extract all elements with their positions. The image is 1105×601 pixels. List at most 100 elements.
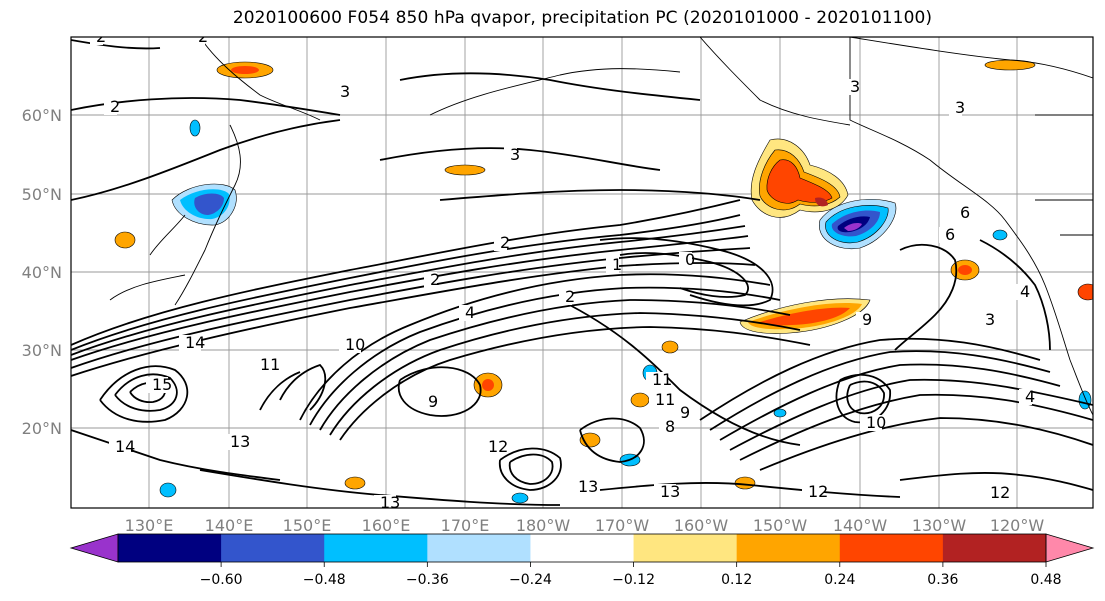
contour-label-bg [424,272,437,288]
lon-label: 130°E [125,516,174,535]
colorbar-tick-label: 0.48 [1030,572,1061,588]
contour-label-bg [90,37,103,45]
contour-label-bg [1014,284,1027,300]
colorbar-segment [942,534,1047,562]
colorbar: −0.60 −0.48 −0.36 −0.24 −0.12 0.12 0.24 0.36 0.4… [69,533,1095,588]
contour-label: 2 [96,27,106,46]
colorbar-segment [221,534,325,562]
colorbar-tick-label: −0.24 [509,572,552,588]
contour-label: 12 [808,482,828,501]
colorbar-tick-label: −0.60 [200,572,243,588]
colorbar-tick-label: −0.48 [303,572,346,588]
contour-label-bg [659,419,672,435]
contour-label: 13 [380,493,400,512]
contour-label-bg [979,312,992,328]
latitude-labels: 60°N 50°N 40°N 30°N 20°N [22,106,62,438]
contour-label-bg [459,305,472,321]
contour-label-bg [860,415,882,431]
contour-label-bg [939,227,952,243]
lon-label: 160°W [674,516,729,535]
contour-label-bg [422,394,435,410]
contour-label: 6 [945,225,955,244]
contour-label: 9 [862,310,872,329]
contour-label: 11 [652,370,672,389]
lon-label: 180°W [516,516,571,535]
lon-label: 160°E [362,516,411,535]
contour-label: 12 [990,483,1010,502]
contour-label: 13 [578,477,598,496]
contour-label-bg [856,312,869,328]
contour-label-bg [654,484,676,500]
contour-label: 4 [1025,387,1035,406]
contour-label-bg [572,479,594,495]
contour-label-bg [224,434,246,450]
contour-label-bg [254,357,276,373]
contour-label: 2 [565,287,575,306]
colorbar-tick-label: −0.12 [612,572,655,588]
contour-label-bg [674,405,687,421]
contour-label: 3 [340,82,350,101]
contour-label-bg [109,439,131,455]
colorbar-segment [736,534,841,562]
lon-label: 120°W [990,516,1045,535]
gridlines [71,37,1093,508]
contour-label: 14 [185,333,205,352]
colorbar-segment [324,534,428,562]
contour-label: 11 [260,355,280,374]
contour-label-bg [646,372,668,388]
lon-label: 170°W [595,516,650,535]
contour-label: 12 [488,437,508,456]
qvapor-contours [71,39,1093,506]
contour-label: 13 [660,482,680,501]
contour-label-bg [104,99,117,115]
contour-label: 11 [655,390,675,409]
contour-label-bg [559,289,572,305]
longitude-labels: 130°E 140°E 150°E 160°E 170°E 180°W 170°W 160°W… [125,516,1045,535]
colorbar-tick-label: −0.36 [406,572,449,588]
contour-label-bg [844,79,857,95]
contour-label-bg [482,439,504,455]
contour-label: 8 [665,417,675,436]
contour-label: 4 [1020,282,1030,301]
colorbar-tick-label: 0.36 [927,572,958,588]
contour-label-bg [192,37,205,45]
chart-title: 2020100600 F054 850 hPa qvapor, precipit… [232,8,933,28]
colorbar-segment [118,534,222,562]
lat-label: 50°N [22,185,62,204]
contour-label-bg [649,392,671,408]
lon-label: 150°E [283,516,332,535]
colorbar-segment [839,534,944,562]
contour-label: 4 [465,303,475,322]
lon-label: 150°W [753,516,808,535]
contour-label: 3 [510,145,520,164]
contour-label: 2 [500,233,510,252]
contour-label-bg [339,337,361,353]
lat-label: 20°N [22,419,62,438]
contour-label-bg [146,377,168,393]
contour-label-bg [606,257,619,273]
lon-label: 130°W [912,516,967,535]
contour-label: 0 [685,250,695,269]
contour-label: 6 [960,203,970,222]
colorbar-segment [530,534,635,562]
colorbar-extend-high [1045,533,1095,563]
lon-label: 140°E [205,516,254,535]
contour-label: 1 [612,255,622,274]
contour-label: 10 [345,335,365,354]
contour-label-bg [954,205,967,221]
colorbar-segment [633,534,738,562]
contour-label-bg [679,252,692,268]
contour-label-bg [179,335,201,351]
colorbar-tick-label: 0.24 [824,572,855,588]
contour-label-bg [504,147,517,163]
contour-label: 3 [985,310,995,329]
colorbar-frame [117,533,1047,563]
contour-label-bg [1019,389,1032,405]
lat-label: 30°N [22,341,62,360]
blob-small-negative [159,119,1092,504]
contour-label: 15 [152,375,172,394]
contour-label: 3 [955,98,965,117]
contour-label-bg [949,100,962,116]
